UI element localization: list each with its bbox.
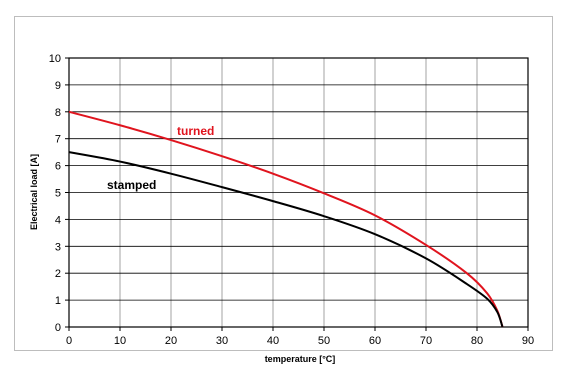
x-tick-label: 50	[318, 335, 330, 347]
y-tick-label: 7	[55, 134, 61, 146]
x-tick-label: 60	[369, 335, 381, 347]
x-tick-label: 70	[420, 335, 432, 347]
x-axis-label: temperature [°C]	[265, 354, 336, 364]
x-tick-label: 20	[165, 335, 177, 347]
series-layer	[68, 110, 504, 328]
x-tick-label: 80	[471, 335, 483, 347]
axis-ticks: 0 10 20 30 40 50 60 70 80 90 0 1 2 3 4 5 6 7 8 9 10	[49, 53, 534, 347]
y-tick-label: 8	[55, 107, 61, 119]
y-tick-label: 3	[55, 241, 61, 253]
grid-lines	[69, 58, 528, 327]
chart-border	[14, 16, 553, 351]
x-tick-label: 10	[114, 335, 126, 347]
y-tick-label: 0	[55, 322, 61, 334]
x-tick-label: 30	[216, 335, 228, 347]
y-tick-label: 10	[49, 53, 61, 65]
y-tick-label: 6	[55, 161, 61, 173]
x-tick-label: 90	[522, 335, 534, 347]
y-tick-label: 2	[55, 268, 61, 280]
y-tick-label: 4	[55, 214, 61, 226]
y-tick-label: 5	[55, 188, 61, 200]
series-line-turned	[68, 110, 504, 328]
x-tick-label: 40	[267, 335, 279, 347]
y-tick-label: 1	[55, 295, 61, 307]
x-tick-label: 0	[66, 335, 72, 347]
series-label-turned: turned	[177, 124, 214, 138]
y-tick-label: 9	[55, 80, 61, 92]
series-line-stamped	[68, 151, 504, 328]
series-label-stamped: stamped	[107, 178, 156, 192]
y-axis-label: Electrical load [A]	[29, 154, 39, 230]
